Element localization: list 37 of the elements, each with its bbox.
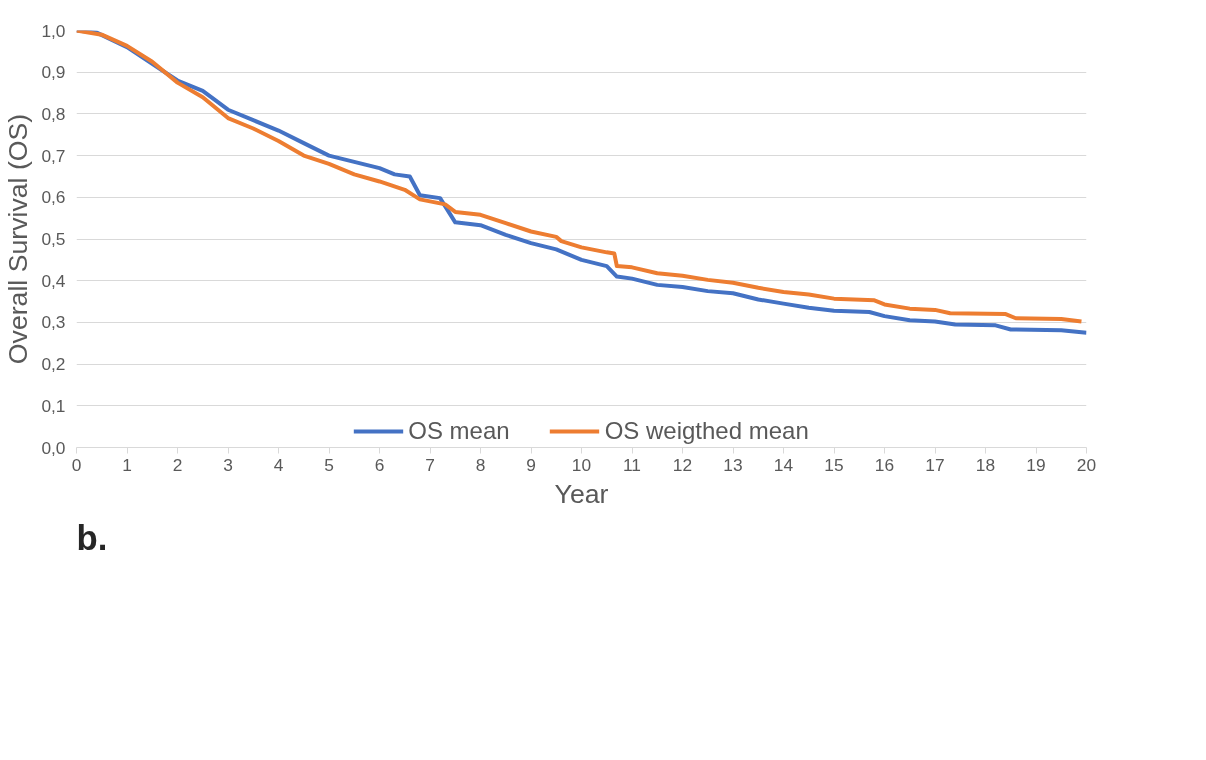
x-tick-label: 13	[723, 454, 743, 475]
x-tick-label: 19	[1026, 454, 1046, 475]
y-tick-label: 0,2	[41, 354, 66, 375]
x-tick-label: 6	[374, 454, 385, 475]
x-tick-label: 5	[324, 454, 334, 475]
x-tick-label: 16	[874, 454, 895, 475]
y-tick-label: 0,6	[41, 187, 66, 208]
x-tick-label: 3	[223, 454, 233, 475]
y-tick-label: 0,9	[41, 62, 66, 83]
x-tick-label: 18	[975, 454, 996, 475]
y-tick-label: 0,8	[41, 103, 66, 124]
x-tick-label: 17	[925, 454, 945, 475]
x-tick-label: 7	[425, 454, 435, 475]
y-tick-label: 0,7	[41, 145, 66, 166]
y-tick-label: 0,5	[41, 229, 66, 249]
legend-label: OS mean	[408, 417, 510, 445]
x-tick-label: 8	[475, 454, 486, 475]
y-tick-label: 0,4	[41, 270, 66, 291]
x-tick-label: 15	[824, 454, 844, 475]
y-tick-label: 0,3	[41, 312, 66, 333]
y-tick-label: 0,0	[41, 437, 66, 458]
x-tick-label: 14	[773, 454, 794, 475]
x-axis-title: Year	[554, 478, 609, 509]
x-tick-label: 4	[273, 454, 284, 475]
x-tick-label: 11	[623, 454, 642, 475]
x-tick-label: 2	[172, 454, 183, 475]
x-tick-label: 10	[571, 454, 592, 475]
x-tick-label: 12	[672, 454, 693, 475]
y-tick-label: 0,1	[41, 395, 66, 416]
x-tick-label: 9	[526, 454, 536, 475]
y-tick-label: 1,0	[41, 20, 66, 41]
y-axis-title: Overall Survival (OS)	[3, 113, 34, 365]
legend-label: OS weigthed mean	[604, 417, 809, 445]
x-tick-label: 1	[122, 454, 132, 475]
x-tick-label: 0	[71, 454, 82, 475]
text: b.	[76, 518, 108, 557]
x-tick-label: 20	[1076, 454, 1097, 475]
